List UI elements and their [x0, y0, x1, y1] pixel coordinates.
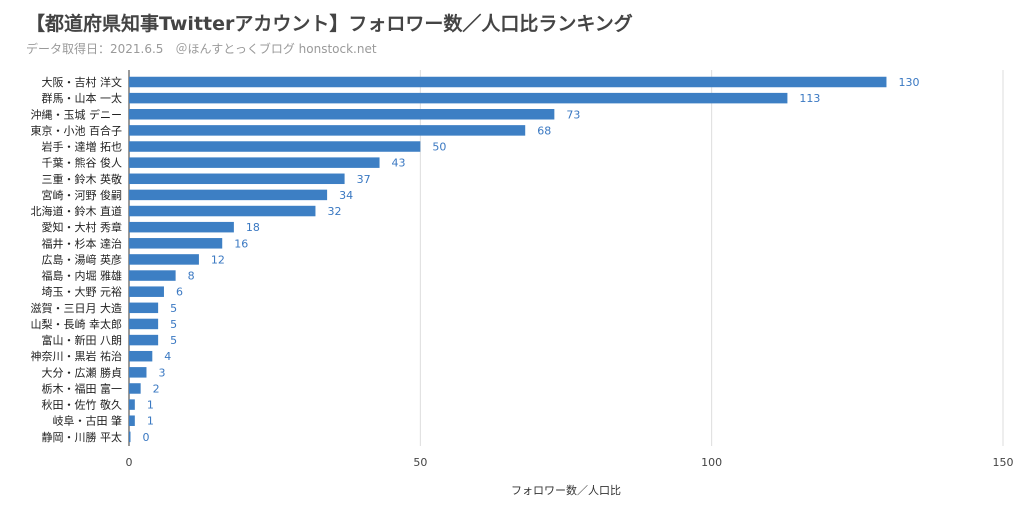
category-label-2: 沖縄・玉城 デニー	[31, 107, 123, 121]
category-label-15: 山梨・長崎 幸太郎	[31, 317, 123, 331]
category-label-1: 群馬・山本 一太	[42, 91, 123, 105]
data-label-17: 4	[164, 350, 171, 363]
bar-20	[129, 399, 135, 410]
data-label-7: 34	[339, 189, 353, 202]
data-label-8: 32	[327, 205, 341, 218]
data-label-5: 43	[392, 157, 406, 170]
category-label-0: 大阪・吉村 洋文	[42, 75, 123, 89]
x-axis-label: フォロワー数／人口比	[511, 484, 621, 497]
category-label-16: 富山・新田 八朗	[42, 333, 123, 347]
data-label-2: 73	[566, 108, 580, 121]
category-label-11: 広島・湯﨑 英彦	[42, 252, 123, 266]
x-tick-label-0: 0	[126, 456, 133, 469]
bar-11	[129, 254, 199, 265]
chart-subtitle: データ取得日：2021.6.5 ＠ほんすとっくブログ honstock.net	[26, 42, 377, 56]
x-tick-label-3: 150	[993, 456, 1014, 469]
category-label-7: 宮崎・河野 俊嗣	[42, 188, 123, 202]
data-label-10: 16	[234, 237, 248, 250]
data-label-9: 18	[246, 221, 260, 234]
bar-6	[129, 173, 345, 185]
bar-18	[129, 367, 147, 378]
bar-8	[129, 205, 316, 217]
data-label-1: 113	[799, 92, 820, 105]
category-label-9: 愛知・大村 秀章	[42, 220, 123, 234]
category-label-6: 三重・鈴木 英敬	[42, 172, 123, 186]
bar-2	[129, 109, 555, 120]
bar-15	[129, 318, 159, 330]
data-label-18: 3	[158, 366, 165, 379]
bar-17	[129, 350, 153, 362]
bar-21	[129, 415, 135, 426]
category-label-19: 栃木・福田 富一	[42, 381, 123, 395]
bars	[129, 76, 887, 443]
data-label-14: 5	[170, 302, 177, 315]
x-tick-labels: 0 50 100 150	[126, 456, 1014, 469]
category-label-14: 滋賀・三日月 大造	[31, 301, 123, 315]
data-label-6: 37	[357, 173, 371, 186]
bar-13	[129, 286, 164, 297]
bar-19	[129, 383, 141, 394]
data-label-22: 0	[143, 431, 150, 444]
bar-9	[129, 221, 234, 233]
data-label-11: 12	[211, 253, 225, 266]
bar-4	[129, 141, 421, 152]
category-label-20: 秋田・佐竹 敬久	[42, 398, 123, 412]
category-label-17: 神奈川・黒岩 祐治	[31, 349, 123, 363]
bar-16	[129, 334, 159, 346]
category-label-4: 岩手・達増 拓也	[42, 140, 123, 154]
category-label-3: 東京・小池 百合子	[31, 123, 123, 137]
bar-0	[129, 76, 887, 88]
data-label-0: 130	[898, 76, 919, 89]
x-tick-label-2: 100	[701, 456, 722, 469]
bar-10	[129, 238, 223, 249]
category-label-18: 大分・広瀬 勝貞	[42, 365, 123, 379]
data-label-19: 2	[153, 382, 160, 395]
bar-14	[129, 302, 159, 314]
category-label-5: 千葉・熊谷 俊人	[42, 156, 123, 170]
bar-1	[129, 92, 788, 104]
data-label-4: 50	[432, 141, 446, 154]
bar-3	[129, 125, 526, 136]
bar-12	[129, 270, 176, 281]
category-label-10: 福井・杉本 達治	[42, 236, 123, 250]
category-label-21: 岐阜・古田 肇	[53, 414, 123, 428]
bar-7	[129, 189, 328, 201]
category-label-13: 埼玉・大野 元裕	[42, 285, 123, 299]
data-label-13: 6	[176, 286, 183, 299]
bar-22	[129, 431, 131, 443]
data-label-12: 8	[188, 270, 195, 283]
bar-5	[129, 157, 380, 168]
chart-title: 【都道府県知事Twitterアカウント】フォロワー数／人口比ランキング	[26, 13, 633, 35]
category-label-12: 福島・内堀 雅雄	[42, 269, 123, 283]
data-label-3: 68	[537, 124, 551, 137]
data-label-16: 5	[170, 334, 177, 347]
data-label-15: 5	[170, 318, 177, 331]
x-tick-label-1: 50	[413, 456, 427, 469]
data-label-20: 1	[147, 399, 154, 412]
category-label-22: 静岡・川勝 平太	[42, 430, 123, 444]
category-label-8: 北海道・鈴木 直道	[31, 204, 123, 218]
data-label-21: 1	[147, 415, 154, 428]
